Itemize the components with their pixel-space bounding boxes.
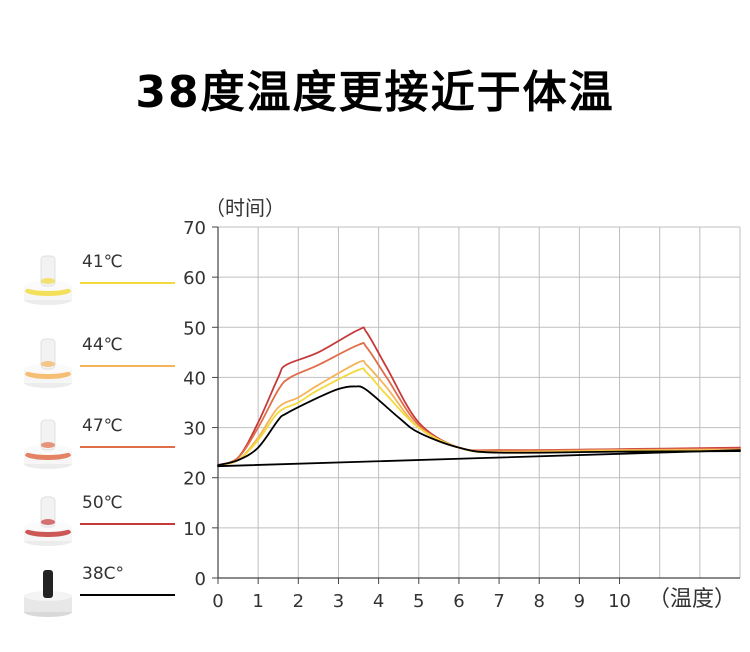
- legend-swatch-line: [80, 365, 175, 367]
- x-tick-label: 2: [293, 591, 304, 612]
- legend-item: 41℃: [18, 248, 175, 308]
- axes: [212, 226, 740, 584]
- grid-lines: [217, 226, 741, 579]
- x-tick-label: 8: [534, 591, 545, 612]
- y-tick-label: 70: [183, 218, 206, 239]
- tick-labels: 0 10 20 30 40 50 60 70 0 1 2 3 4 5 6 7 8 9 10: [183, 218, 631, 612]
- black-cap-icon: [24, 570, 72, 617]
- x-tick-label: 1: [252, 591, 263, 612]
- y-tick-label: 40: [183, 368, 206, 389]
- legend-item: 50℃: [18, 489, 175, 549]
- y-tick-label: 50: [183, 318, 206, 339]
- x-tick-label: 6: [453, 591, 464, 612]
- legend-label: 38C°: [82, 564, 125, 584]
- y-tick-label: 30: [183, 419, 206, 440]
- chart-title: 38度温度更接近于体温: [135, 67, 615, 118]
- cup-icon: [24, 419, 72, 469]
- x-tick-label: 5: [413, 591, 424, 612]
- y-tick-label: 10: [183, 519, 206, 540]
- cup-icon: [24, 255, 72, 305]
- series-line-47℃: [217, 342, 741, 467]
- legend-label: 44℃: [82, 335, 123, 355]
- cup-icon: [24, 338, 72, 388]
- legend-swatch-line: [80, 282, 175, 284]
- legend-item: 38C°: [18, 560, 175, 620]
- series-layer: [217, 326, 741, 468]
- x-tick-label: 0: [212, 591, 223, 612]
- series-line-50℃: [217, 326, 741, 467]
- legend-label: 47℃: [82, 416, 123, 436]
- cup-icon: [24, 496, 72, 546]
- y-tick-label: 60: [183, 268, 206, 289]
- x-tick-label: 10: [608, 591, 631, 612]
- series-line-38C°: [217, 385, 741, 467]
- y-tick-label: 20: [183, 469, 206, 490]
- series-line-baseline: [217, 449, 741, 468]
- legend-item: 44℃: [18, 331, 175, 391]
- legend-label: 41℃: [82, 252, 123, 272]
- x-tick-label: 3: [333, 591, 344, 612]
- x-tick-label: 7: [493, 591, 504, 612]
- series-line-44℃: [217, 359, 741, 467]
- legend-label: 50℃: [82, 493, 123, 513]
- y-axis-label: （时间）: [205, 196, 285, 220]
- x-tick-label: 9: [574, 591, 585, 612]
- y-tick-label: 0: [195, 569, 206, 590]
- x-axis-label: （温度）: [648, 587, 736, 612]
- legend-item: 47℃: [18, 412, 175, 472]
- x-tick-label: 4: [373, 591, 384, 612]
- legend-swatch-line: [80, 446, 175, 448]
- legend-swatch-line: [80, 594, 175, 596]
- legend-swatch-line: [80, 523, 175, 525]
